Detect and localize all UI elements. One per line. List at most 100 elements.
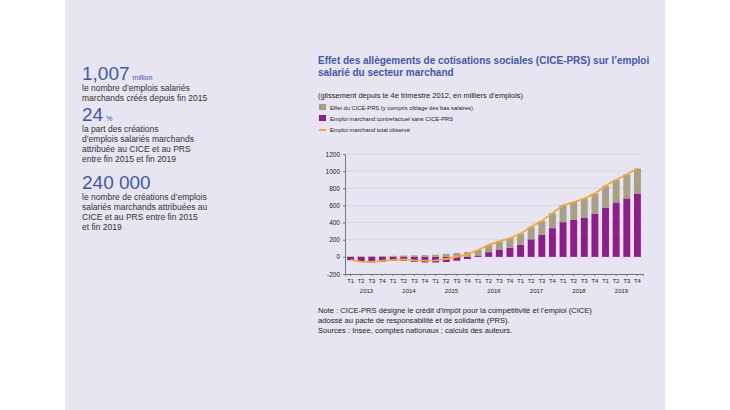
bar [549, 228, 556, 257]
x-tick: T1 [390, 274, 397, 284]
x-tick: T4 [592, 274, 600, 284]
x-tick-label: T4 [464, 278, 472, 284]
bar [623, 198, 630, 256]
x-tick-mark [594, 274, 595, 276]
line [351, 169, 638, 262]
y-tick-mark [343, 154, 345, 155]
bar [485, 252, 492, 257]
key-figure-text: le nombre d’emplois salariés [82, 83, 190, 93]
x-tick-label: T3 [496, 278, 503, 284]
x-group-label: 2015 [445, 288, 459, 294]
x-tick: T3 [538, 274, 545, 284]
source: Sources : Insee, comptes nationaux ; cal… [318, 326, 512, 335]
x-group-label: 2016 [487, 288, 501, 294]
bar [570, 202, 577, 220]
x-tick-label: T2 [400, 278, 407, 284]
x-tick-label: T2 [485, 278, 492, 284]
x-tick: T1 [432, 274, 439, 284]
grid-line [345, 188, 643, 189]
x-axis: T1T2T3T4T1T2T3T4T1T2T3T4T1T2T3T4T1T2T3T4… [346, 274, 644, 284]
x-tick: T1 [347, 274, 354, 284]
x-tick-mark [446, 274, 447, 276]
x-tick: T3 [581, 274, 588, 284]
x-tick-mark [403, 274, 404, 276]
bar [432, 255, 439, 257]
bar [623, 175, 630, 199]
bar [368, 256, 375, 258]
x-tick-label: T2 [570, 278, 577, 284]
x-tick-label: T1 [517, 278, 524, 284]
y-axis-line [343, 155, 346, 275]
bar [591, 193, 598, 214]
x-tick-label: T4 [592, 278, 600, 284]
x-tick: T2 [400, 274, 407, 284]
x-tick-label: T4 [549, 278, 557, 284]
x-tick-mark [467, 274, 468, 276]
panel [65, 0, 665, 410]
key-figure-text: et fin 2019 [82, 222, 122, 232]
x-tick-mark [424, 274, 425, 276]
bar [634, 193, 641, 256]
bar [400, 256, 407, 257]
x-tick: T2 [358, 274, 365, 284]
x-tick-label: T2 [528, 278, 535, 284]
legend-label: Emploi marchand contrefactuel sans CICE-… [330, 116, 453, 122]
x-tick-label: T4 [634, 278, 642, 284]
bar [411, 255, 418, 257]
bar [517, 245, 524, 257]
y-tick-mark [343, 171, 345, 172]
legend-label: Effet du CICE-PRS (y compris ciblage des… [330, 105, 473, 111]
y-tick: 0 [336, 253, 345, 260]
grid [345, 154, 643, 274]
y-tick: 600 [329, 202, 345, 209]
x-tick-label: T1 [602, 278, 609, 284]
legend-swatch [319, 115, 326, 121]
chart-title-line: salarié du secteur marchand [318, 67, 454, 78]
y-tick-mark [343, 205, 345, 206]
note: adossé au pacte de responsabilité et de … [318, 316, 510, 325]
x-tick-label: T3 [581, 278, 588, 284]
legend-swatch [319, 129, 326, 131]
x-tick-mark [371, 274, 372, 276]
x-tick-mark [435, 274, 436, 276]
bar [602, 208, 609, 257]
x-group-label: 2017 [530, 288, 544, 294]
x-tick-mark [637, 274, 638, 276]
key-figure-text: attribuée au CICE et au PRS [82, 144, 191, 154]
page: 1,007millionle nombre d’emplois salariés… [0, 0, 730, 410]
x-tick-mark [573, 274, 574, 276]
bar [443, 254, 450, 257]
grid-line [345, 154, 643, 155]
x-tick: T1 [560, 274, 567, 284]
key-figure-value: 24 [82, 104, 104, 125]
x-tick: T4 [379, 274, 387, 284]
x-group-label: 2013 [360, 288, 374, 294]
key-figure: 1,007million [82, 63, 152, 84]
x-tick-mark [509, 274, 510, 276]
x-tick: T3 [453, 274, 460, 284]
key-figure-text: marchands créés depuis fin 2015 [82, 93, 207, 103]
x-tick-label: T2 [358, 278, 365, 284]
legend-label: Emploi marchand total observé [330, 127, 410, 133]
y-tick-mark [343, 223, 345, 224]
bar [379, 256, 386, 258]
bar [591, 214, 598, 257]
x-tick: T2 [443, 274, 450, 284]
x-tick: T4 [634, 274, 642, 284]
x-tick-label: T4 [507, 278, 515, 284]
y-tick-label: -200 [327, 271, 340, 278]
grid-line [345, 171, 643, 172]
y-tick: 200 [329, 236, 345, 243]
bar [390, 256, 397, 257]
x-tick-mark [605, 274, 606, 276]
x-tick: T3 [368, 274, 375, 284]
x-tick-label: T2 [443, 278, 450, 284]
x-tick-label: T3 [623, 278, 630, 284]
x-tick-mark [616, 274, 617, 276]
x-tick-label: T3 [453, 278, 460, 284]
y-tick-label: 1000 [326, 168, 341, 175]
x-tick-label: T4 [379, 278, 387, 284]
y-tick-mark [343, 257, 345, 258]
x-axis-line [346, 275, 644, 277]
x-tick: T4 [422, 274, 430, 284]
